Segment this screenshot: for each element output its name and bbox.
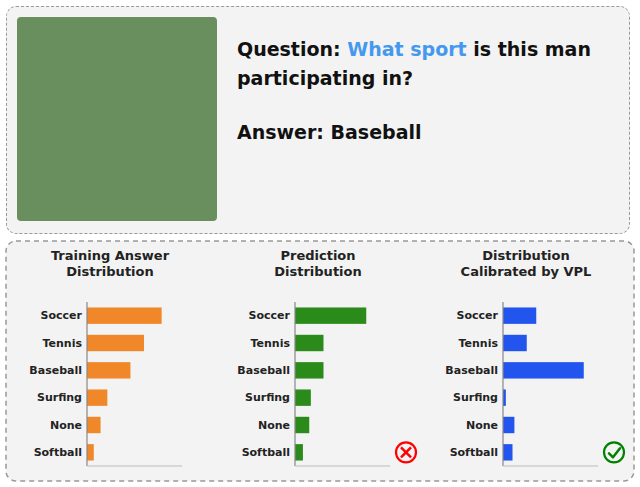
category-label: Tennis (251, 337, 291, 350)
bar (295, 389, 311, 405)
wrong-icon (396, 442, 416, 462)
category-label: Tennis (459, 337, 499, 350)
bar-chart: Training AnswerDistribution Soccer Tennis B… (29, 248, 182, 466)
annotation-text: Question: (237, 38, 341, 60)
bar-chart: PredictionDistribution Soccer Tennis Baseba… (237, 248, 416, 466)
category-label: Soccer (41, 309, 83, 322)
bar (87, 362, 130, 378)
bar (295, 307, 366, 323)
bar (503, 362, 584, 378)
category-label: Softball (450, 446, 498, 459)
bar (503, 335, 527, 351)
category-label: Surfing (453, 391, 498, 404)
charts-svg: Training AnswerDistribution Soccer Tennis B… (0, 240, 640, 485)
x-axis-line (87, 466, 182, 467)
chart-title: Training AnswerDistribution (51, 248, 170, 279)
category-label: Surfing (245, 391, 290, 404)
bar (87, 307, 162, 323)
category-label: None (466, 419, 498, 432)
category-label: Softball (34, 446, 82, 459)
chart-title: PredictionDistribution (274, 248, 361, 279)
bars (87, 307, 162, 460)
bar (87, 417, 101, 433)
annotation-text: What sport (347, 38, 466, 60)
correct-icon (604, 442, 624, 462)
bar (295, 335, 324, 351)
bar (87, 335, 144, 351)
bar (87, 444, 94, 460)
y-axis-line (294, 302, 295, 466)
bar (503, 444, 513, 460)
bar (87, 389, 107, 405)
category-label: Soccer (457, 309, 499, 322)
category-label: None (50, 419, 82, 432)
chart-title: DistributionCalibrated by VPL (461, 248, 592, 279)
category-label: Baseball (29, 364, 82, 377)
bar (503, 417, 514, 433)
image-placeholder (17, 17, 217, 221)
category-label: Softball (242, 446, 290, 459)
bar-chart: DistributionCalibrated by VPL Soccer Tenni… (445, 248, 624, 466)
x-axis-line (503, 466, 598, 467)
category-label: Baseball (237, 364, 290, 377)
category-label: Soccer (249, 309, 291, 322)
y-axis-line (86, 302, 87, 466)
bars (503, 307, 584, 460)
annotation: Answer: Baseball (237, 118, 607, 147)
panel-border (6, 241, 634, 481)
bar (295, 362, 324, 378)
annotation: Question: What sport is this man partici… (237, 35, 607, 92)
category-label: None (258, 419, 290, 432)
bar (295, 417, 309, 433)
x-axis-line (295, 466, 390, 467)
bar (503, 307, 536, 323)
bars (295, 307, 366, 460)
annotation-text: Answer: Baseball (237, 121, 422, 143)
category-label: Baseball (445, 364, 498, 377)
question-answer: Question: What sport is this man partici… (237, 35, 607, 173)
question-panel: Question: What sport is this man partici… (6, 6, 630, 234)
charts-panel: Training AnswerDistribution Soccer Tennis B… (0, 240, 640, 487)
bar (295, 444, 303, 460)
category-label: Surfing (37, 391, 82, 404)
category-label: Tennis (43, 337, 83, 350)
y-axis-line (502, 302, 503, 466)
